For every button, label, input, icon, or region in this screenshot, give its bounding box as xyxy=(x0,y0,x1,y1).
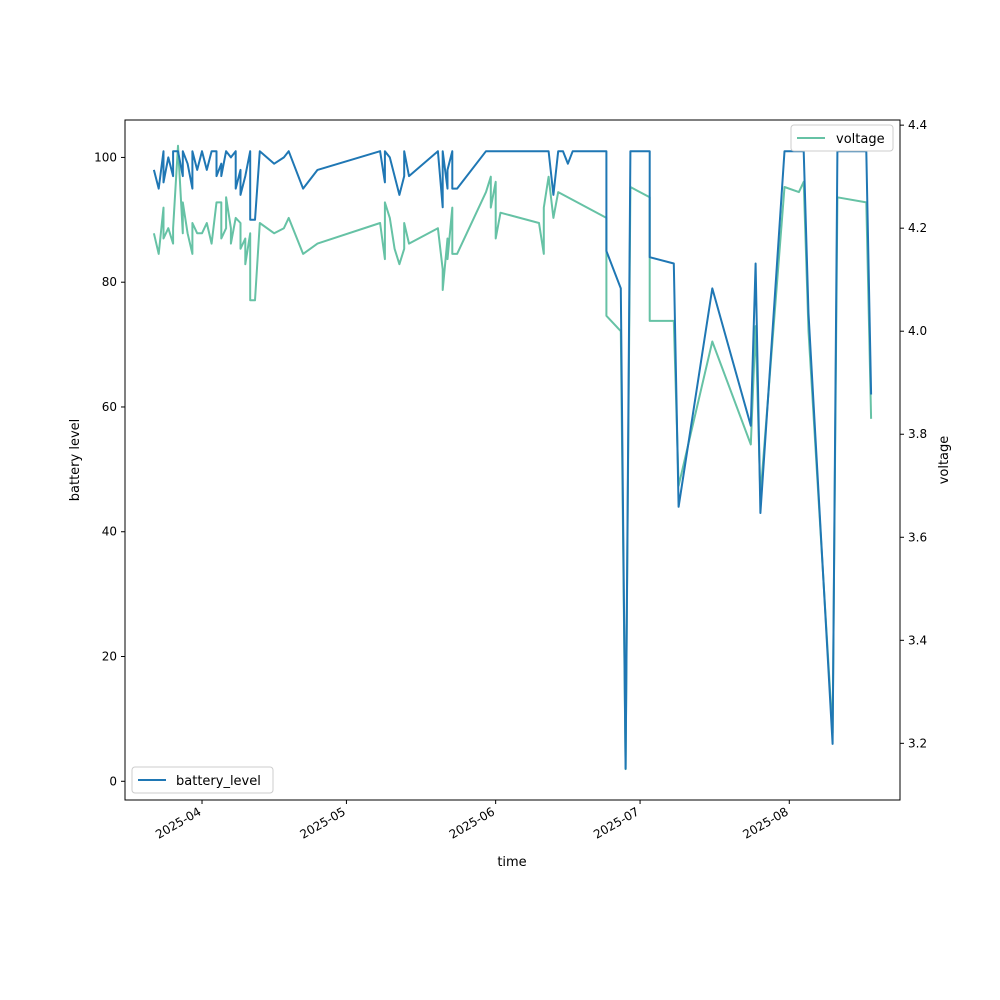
y-axis-right-title: voltage xyxy=(937,436,952,485)
y-right-tick-label: 3.6 xyxy=(908,530,927,544)
y-right-tick-label: 4.4 xyxy=(908,118,927,132)
y-left-tick-label: 80 xyxy=(102,275,117,289)
legend-voltage: voltage xyxy=(790,124,894,152)
y-left-tick-label: 100 xyxy=(94,150,117,164)
y-right-tick-label: 3.8 xyxy=(908,427,927,441)
y-axis-left: 0 20 40 60 80 100 xyxy=(94,150,125,788)
legend-battery-box xyxy=(131,766,274,794)
series-line-battery-level xyxy=(152,150,873,770)
y-axis-right: 3.2 3.4 3.6 3.8 4.0 4.2 4.4 xyxy=(900,118,927,750)
legend-voltage-label: voltage xyxy=(836,132,885,147)
y-right-tick-label: 3.4 xyxy=(908,633,927,647)
legend-voltage-box xyxy=(790,124,894,152)
y-left-tick-label: 60 xyxy=(102,400,117,414)
y-left-tick-label: 0 xyxy=(109,774,117,788)
y-right-tick-label: 4.2 xyxy=(908,221,927,235)
legend-battery: battery_level xyxy=(131,766,274,794)
y-right-tick-label: 4.0 xyxy=(908,324,927,338)
series-layer xyxy=(152,144,873,771)
y-left-tick-label: 40 xyxy=(102,525,117,539)
legend-battery-label: battery_level xyxy=(176,774,261,789)
plot-frame xyxy=(124,119,901,801)
y-left-tick-label: 20 xyxy=(102,650,117,664)
y-right-tick-label: 3.2 xyxy=(908,736,927,750)
series-line-voltage xyxy=(152,144,873,771)
y-axis-left-title: battery level xyxy=(68,419,83,502)
x-axis-title: time xyxy=(497,855,526,870)
